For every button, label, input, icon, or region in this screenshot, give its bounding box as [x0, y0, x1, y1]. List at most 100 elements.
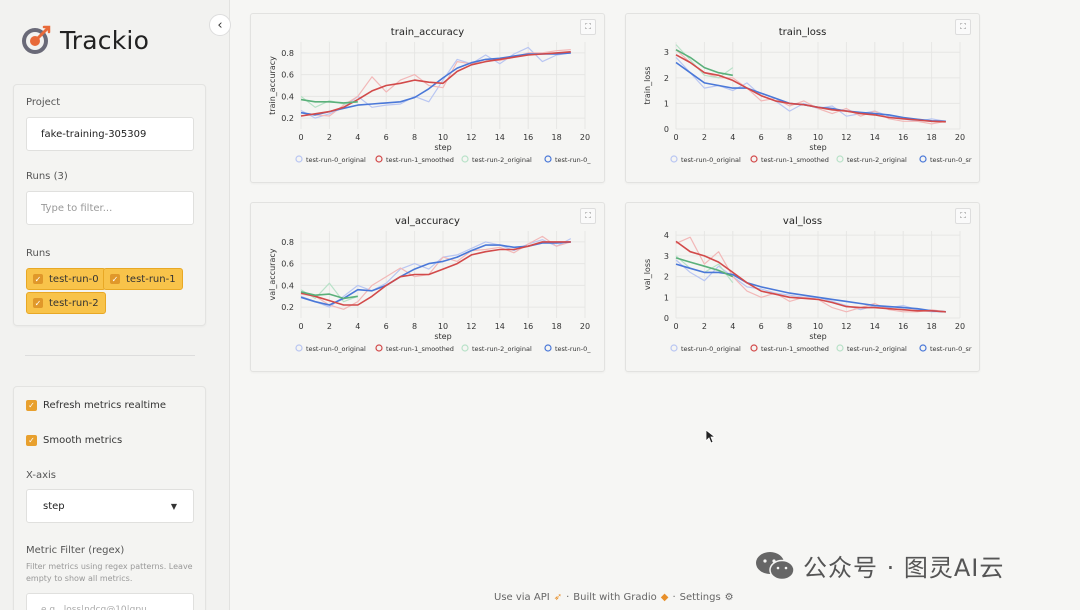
- app-title: Trackio: [60, 25, 150, 55]
- chart-card-val-loss: 0 2 4 6 8 10 12 14 16 18 20 0 1 2 3 4 step val_loss test-r…: [625, 202, 980, 372]
- x-tick-label: 12: [841, 322, 851, 331]
- chevron-left-icon: ‹: [217, 17, 223, 33]
- expand-icon[interactable]: ⛶: [955, 19, 971, 35]
- runs-label: Runs: [26, 248, 51, 259]
- api-link[interactable]: Use via API: [494, 592, 550, 603]
- grid: [300, 231, 586, 318]
- legend-marker: [375, 155, 383, 163]
- collapse-sidebar-button[interactable]: ‹: [209, 14, 231, 36]
- x-tick-label: 2: [702, 133, 707, 142]
- run-chip-2[interactable]: ✓ test-run-2: [26, 292, 106, 314]
- legend-label: test-run-0_original: [306, 345, 366, 353]
- refresh-label: Refresh metrics realtime: [43, 400, 167, 411]
- legend-marker: [750, 344, 758, 352]
- x-tick-label: 20: [580, 133, 590, 142]
- legend-marker: [836, 344, 844, 352]
- chart-card-train-loss: 0 2 4 6 8 10 12 14 16 18 20 0 1 2 3 step train_loss test-…: [625, 13, 980, 183]
- x-tick-label: 6: [384, 133, 389, 142]
- series-line-test-run-0_smoothed: [675, 263, 946, 313]
- chart-train-accuracy: 0 2 4 6 8 10 12 14 16 18 20 0.2 0.4 0.6 0.8 step train_a…: [268, 42, 591, 164]
- legend-label: test-run-0_original: [681, 345, 741, 353]
- x-tick-label: 10: [813, 322, 823, 331]
- x-tick-label: 10: [438, 322, 448, 331]
- y-axis-label: val_loss: [643, 259, 652, 290]
- checkbox-icon: ✓: [26, 435, 37, 446]
- series-line-test-run-1_smoothed: [300, 241, 571, 306]
- x-tick-label: 2: [327, 133, 332, 142]
- chart-title: train_loss: [778, 27, 827, 38]
- legend-marker: [544, 344, 552, 352]
- xaxis-select[interactable]: step ▼: [26, 489, 194, 523]
- watermark: 公众号 · 图灵AI云: [755, 548, 1004, 583]
- gradio-link[interactable]: Built with Gradio: [573, 592, 657, 603]
- x-tick-label: 10: [438, 133, 448, 142]
- x-tick-label: 16: [523, 133, 533, 142]
- x-tick-label: 0: [673, 322, 678, 331]
- x-tick-label: 8: [787, 322, 792, 331]
- y-tick-label: 0.6: [281, 260, 294, 269]
- refresh-checkbox[interactable]: ✓ Refresh metrics realtime: [26, 400, 166, 411]
- checkbox-icon: ✓: [26, 400, 37, 411]
- y-tick-label: 1: [664, 99, 669, 108]
- run-chip-0[interactable]: ✓ test-run-0: [26, 268, 106, 290]
- footer-sep: ·: [566, 592, 570, 603]
- legend-label: test-run-2_original: [847, 345, 907, 353]
- x-tick-label: 12: [466, 322, 476, 331]
- chart-title: val_loss: [782, 216, 823, 227]
- legend: test-run-0_original test-run-1_smoothed te…: [295, 344, 591, 353]
- x-tick-label: 0: [298, 133, 303, 142]
- legend: test-run-0_original test-run-1_smoothed te…: [670, 344, 972, 353]
- sidebar-divider: [25, 355, 195, 356]
- chart-train-loss: 0 2 4 6 8 10 12 14 16 18 200123steptrain_losstest-…: [643, 42, 972, 164]
- legend-label: test-run-0_original: [306, 156, 366, 164]
- expand-icon[interactable]: ⛶: [955, 208, 971, 224]
- legend-label: test-run-0_original: [681, 156, 741, 164]
- legend-marker: [295, 155, 303, 163]
- x-axis-label: step: [434, 143, 451, 152]
- trackio-logo-icon: [22, 25, 51, 54]
- x-tick-label: 18: [552, 133, 562, 142]
- expand-icon[interactable]: ⛶: [580, 208, 596, 224]
- smooth-label: Smooth metrics: [43, 435, 123, 446]
- legend-label: test-run-2_original: [472, 345, 532, 353]
- y-axis-label: train_accuracy: [268, 56, 277, 115]
- series-line-test-run-0_smoothed: [300, 241, 571, 306]
- y-tick-label: 0.8: [281, 238, 294, 247]
- y-tick-label: 0.4: [281, 281, 294, 290]
- legend: test-run-0_original test-run-1_smoothed te…: [670, 155, 972, 164]
- legend-label: test-run-2_original: [472, 156, 532, 164]
- run-chip-label: test-run-0: [49, 273, 99, 285]
- smooth-checkbox[interactable]: ✓ Smooth metrics: [26, 435, 122, 446]
- x-tick-label: 0: [673, 133, 678, 142]
- legend-label: test-run-2_original: [847, 156, 907, 164]
- run-chip-1[interactable]: ✓ test-run-1: [103, 268, 183, 290]
- expand-icon[interactable]: ⛶: [580, 19, 596, 35]
- legend-label: test-run-0_: [555, 345, 591, 353]
- chart-title: train_accuracy: [390, 27, 465, 38]
- legend-marker: [750, 155, 758, 163]
- settings-link[interactable]: Settings: [679, 592, 721, 603]
- y-tick-label: 3: [664, 252, 669, 261]
- legend-marker: [836, 155, 844, 163]
- series-line-test-run-2_smoothed: [300, 98, 358, 104]
- x-tick-label: 4: [355, 322, 360, 331]
- app-logo: Trackio: [20, 24, 149, 56]
- series-line-test-run-2_smoothed: [300, 291, 358, 300]
- project-dropdown[interactable]: fake-training-305309: [26, 117, 194, 151]
- metric-filter-label: Metric Filter (regex): [26, 545, 125, 556]
- legend-label: test-run-0_sr: [930, 156, 972, 164]
- rocket-icon: ➶: [553, 592, 563, 603]
- runs-filter-input[interactable]: Type to filter...: [26, 191, 194, 225]
- chart-val-accuracy: 0 2 4 6 8 10 12 14 16 18 20 0.2 0.4 0.6 0.8 step val_acc…: [268, 231, 591, 353]
- footer: Use via API ➶ · Built with Gradio ◆ · Se…: [494, 592, 734, 603]
- metric-filter-input[interactable]: e.g., loss|ndcg@10|gpu: [26, 593, 194, 610]
- xaxis-value: step: [43, 500, 65, 512]
- x-axis-label: step: [809, 143, 826, 152]
- chart-val-loss: 0 2 4 6 8 10 12 14 16 18 2001234stepval_losstest-r…: [643, 231, 972, 353]
- gradio-logo-icon: ◆: [660, 592, 669, 603]
- y-tick-label: 2: [664, 273, 669, 282]
- metric-filter-hint: Filter metrics using regex patterns. Lea…: [26, 562, 193, 583]
- legend-marker: [544, 155, 552, 163]
- y-tick-label: 2: [664, 74, 669, 83]
- series-line-test-run-1_original: [300, 235, 571, 310]
